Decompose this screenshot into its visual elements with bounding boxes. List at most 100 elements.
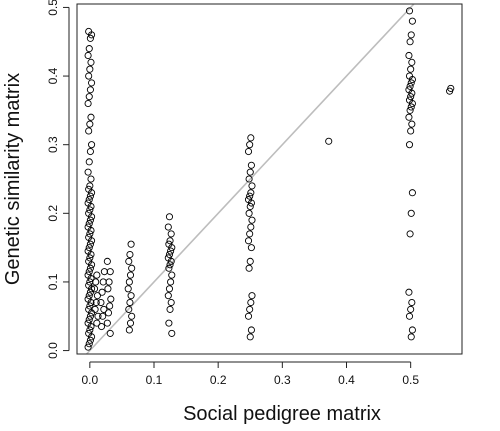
data-point	[87, 113, 95, 121]
data-point	[85, 268, 93, 276]
data-point	[86, 254, 94, 262]
data-point	[407, 209, 415, 217]
data-point	[99, 278, 107, 286]
data-point	[85, 220, 93, 228]
data-point	[408, 326, 416, 334]
data-point	[86, 192, 94, 200]
x-tick-label: 0.2	[210, 373, 227, 387]
data-point	[93, 319, 101, 327]
data-point	[408, 17, 416, 25]
data-point	[97, 322, 106, 331]
data-point	[86, 65, 94, 73]
data-points	[84, 7, 455, 351]
data-point	[85, 27, 93, 36]
data-point	[128, 312, 136, 320]
data-point	[125, 278, 133, 286]
data-point	[84, 99, 92, 108]
data-point	[85, 329, 93, 337]
data-point	[247, 223, 255, 231]
data-point	[85, 257, 93, 265]
data-point	[86, 312, 94, 320]
data-point	[98, 288, 106, 296]
data-point	[87, 58, 95, 66]
data-point	[124, 285, 132, 293]
data-point	[104, 309, 113, 317]
plot-frame	[76, 3, 463, 355]
data-point	[86, 206, 94, 214]
data-point	[164, 292, 172, 300]
data-point	[405, 51, 413, 60]
data-point	[244, 147, 253, 156]
data-point	[247, 189, 255, 197]
data-point	[84, 319, 92, 327]
data-point	[246, 305, 254, 313]
y-tick-label: 0.5	[46, 0, 60, 16]
data-point	[407, 79, 415, 87]
data-point	[245, 209, 253, 217]
data-point	[86, 230, 94, 238]
data-point	[91, 305, 99, 313]
data-point	[167, 278, 175, 286]
data-point	[84, 51, 92, 60]
data-point	[127, 292, 135, 300]
data-point	[405, 288, 413, 296]
data-point	[167, 247, 175, 255]
data-point	[99, 312, 107, 320]
x-axis: 0.0 0.1 0.2 0.3 0.4 0.5	[81, 361, 419, 387]
data-point	[164, 254, 172, 262]
data-point	[407, 333, 415, 341]
data-point	[168, 329, 176, 337]
data-point	[84, 343, 92, 351]
x-tick-label: 0.4	[338, 373, 355, 387]
data-point	[167, 298, 175, 307]
data-point	[126, 298, 134, 307]
data-point	[406, 82, 414, 90]
data-point	[84, 199, 92, 207]
data-point	[167, 230, 175, 238]
reference-line	[86, 3, 415, 355]
data-point	[86, 288, 94, 296]
data-point	[105, 278, 113, 286]
data-point	[126, 271, 135, 279]
data-point	[88, 79, 96, 87]
data-point	[86, 34, 94, 42]
data-point	[125, 257, 133, 265]
data-point	[86, 264, 94, 272]
data-point	[93, 292, 101, 300]
data-point	[246, 141, 254, 149]
data-point	[126, 319, 135, 327]
y-axis: 0.0 0.1 0.2 0.3 0.4 0.5	[46, 0, 70, 359]
data-point	[244, 312, 253, 320]
data-point	[106, 329, 114, 337]
y-tick-label: 0.4	[46, 67, 60, 84]
data-point	[246, 333, 254, 341]
data-point	[85, 340, 93, 348]
data-point	[406, 38, 414, 46]
x-tick-label: 0.5	[402, 373, 419, 387]
data-point	[405, 113, 413, 121]
data-point	[92, 278, 100, 286]
data-point	[103, 319, 111, 327]
data-point	[86, 240, 94, 248]
y-tick-label: 0.2	[46, 205, 60, 222]
data-point	[106, 302, 114, 310]
data-point	[247, 134, 255, 142]
data-point	[84, 295, 92, 303]
data-point	[244, 237, 253, 245]
data-point	[86, 86, 94, 94]
data-point	[86, 302, 94, 310]
data-point	[168, 271, 176, 279]
data-point	[166, 305, 174, 313]
data-point	[407, 127, 415, 135]
data-point	[86, 216, 94, 224]
data-point	[245, 264, 253, 272]
data-point	[93, 271, 101, 279]
data-point	[408, 189, 416, 197]
data-point	[165, 240, 173, 248]
data-point	[126, 250, 134, 259]
data-point	[244, 196, 253, 204]
data-point	[246, 257, 254, 265]
data-point	[106, 268, 114, 276]
data-point	[246, 168, 254, 176]
